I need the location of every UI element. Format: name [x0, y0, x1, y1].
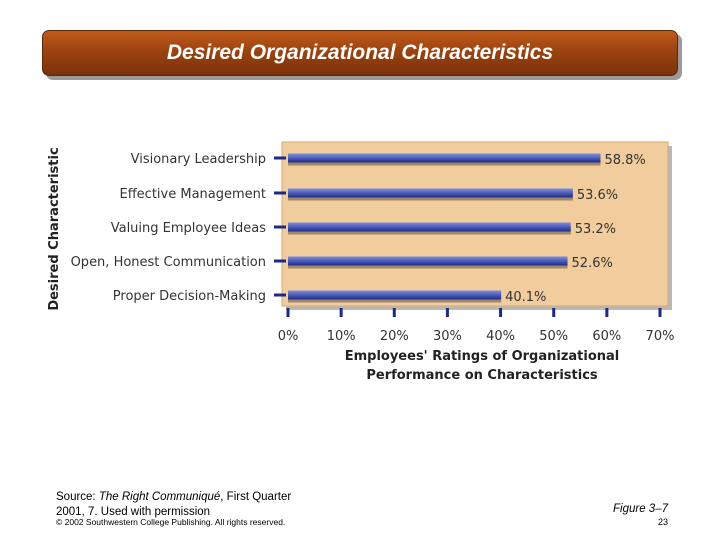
category-label: Visionary Leadership [131, 152, 266, 167]
title-banner: Desired Organizational Characteristics [42, 30, 678, 76]
category-label: Effective Management [120, 187, 267, 202]
x-tick-label: 0% [278, 329, 299, 344]
x-tick-mark [499, 308, 503, 317]
bar [288, 290, 502, 300]
category-label: Open, Honest Communication [71, 255, 266, 270]
x-tick-mark [339, 308, 343, 317]
source-rest: , First Quarter 2001, 7. Used with permi… [56, 491, 292, 518]
y-tick-mark [274, 293, 286, 297]
source-prefix: Source: [56, 491, 99, 503]
x-tick-label: 20% [380, 329, 409, 344]
x-tick-label: 10% [327, 329, 356, 344]
x-tick-mark [658, 308, 662, 317]
data-label: 53.6% [577, 188, 618, 203]
x-tick-mark [392, 308, 396, 317]
source-title: The Right Communiqué [98, 491, 221, 503]
x-tick-label: 70% [646, 329, 675, 344]
page-number: 23 [657, 517, 668, 527]
data-label: 40.1% [505, 290, 546, 305]
y-axis-label: Desired Characteristic [47, 147, 62, 310]
category-label: Proper Decision-Making [113, 289, 266, 304]
bar [288, 153, 601, 163]
x-tick-mark [445, 308, 449, 317]
x-tick-label: 40% [486, 329, 515, 344]
data-label: 58.8% [604, 153, 645, 168]
y-tick-mark [274, 225, 286, 229]
x-axis-label: Performance on Characteristics [366, 368, 598, 383]
x-tick-label: 50% [539, 329, 568, 344]
x-tick-mark [552, 308, 556, 317]
x-tick-label: 30% [433, 329, 462, 344]
y-tick-mark [274, 191, 286, 195]
x-tick-label: 60% [592, 329, 621, 344]
bar [288, 188, 573, 198]
x-tick-mark [605, 308, 609, 317]
figure-label: Figure 3–7 [613, 503, 668, 515]
x-axis-label: Employees' Ratings of Organizational [345, 349, 620, 364]
bar [288, 222, 571, 232]
data-label: 53.2% [575, 222, 616, 237]
y-tick-mark [274, 259, 286, 263]
y-tick-mark [274, 156, 286, 160]
slide-title: Desired Organizational Characteristics [166, 41, 554, 64]
copyright: © 2002 Southwestern College Publishing. … [56, 517, 286, 527]
source-note: Source: The Right Communiqué, First Quar… [56, 490, 316, 520]
category-label: Valuing Employee Ideas [111, 221, 267, 236]
bar [288, 256, 568, 266]
data-label: 52.6% [572, 256, 613, 271]
x-tick-mark [286, 308, 290, 317]
